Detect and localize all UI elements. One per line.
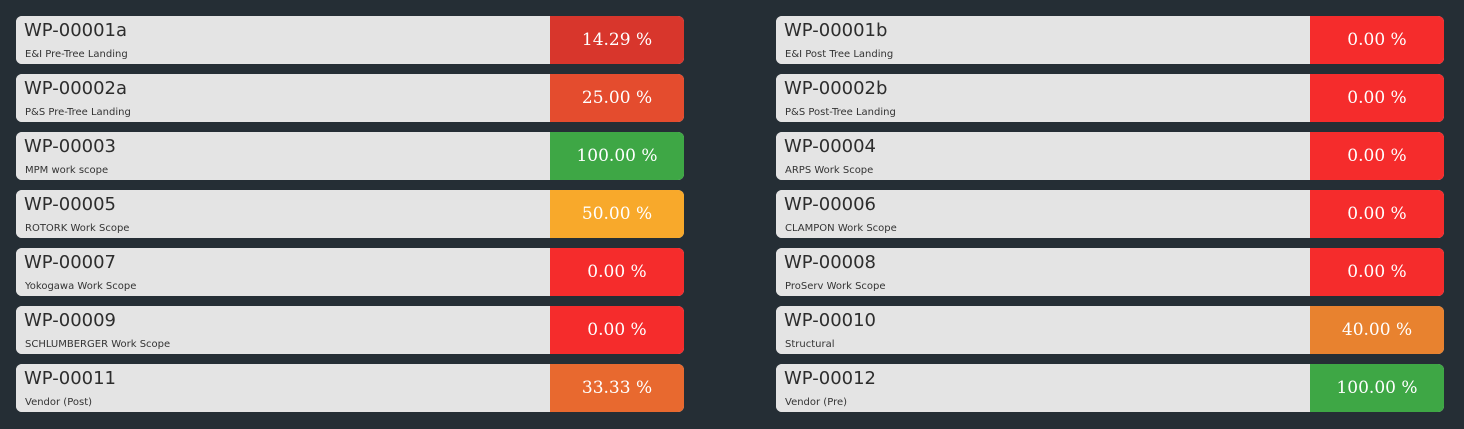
work-package-info: WP-00011 Vendor (Post) xyxy=(16,364,550,412)
work-package-code: WP-00010 xyxy=(784,310,877,331)
work-package-card[interactable]: WP-00002a P&S Pre-Tree Landing 25.00 % xyxy=(16,74,684,122)
work-package-card[interactable]: WP-00012 Vendor (Pre) 100.00 % xyxy=(776,364,1444,412)
left-column: WP-00001a E&I Pre-Tree Landing 14.29 % WP-0… xyxy=(16,16,684,412)
work-package-card[interactable]: WP-00001b E&I Post Tree Landing 0.00 % xyxy=(776,16,1444,64)
work-package-code: WP-00004 xyxy=(784,136,877,157)
work-package-description: ProServ Work Scope xyxy=(785,281,886,292)
work-package-description: E&I Post Tree Landing xyxy=(785,49,894,60)
work-package-code: WP-00005 xyxy=(24,194,117,215)
work-package-card[interactable]: WP-00003 MPM work scope 100.00 % xyxy=(16,132,684,180)
work-package-info: WP-00010 Structural xyxy=(776,306,1310,354)
work-package-card[interactable]: WP-00011 Vendor (Post) 33.33 % xyxy=(16,364,684,412)
work-package-info: WP-00012 Vendor (Pre) xyxy=(776,364,1310,412)
work-package-card[interactable]: WP-00004 ARPS Work Scope 0.00 % xyxy=(776,132,1444,180)
completion-percentage: 0.00 % xyxy=(1310,132,1444,180)
work-package-code: WP-00007 xyxy=(24,252,117,273)
work-package-code: WP-00006 xyxy=(784,194,877,215)
completion-percentage: 14.29 % xyxy=(550,16,684,64)
work-package-description: Yokogawa Work Scope xyxy=(25,281,137,292)
right-column: WP-00001b E&I Post Tree Landing 0.00 % WP-0… xyxy=(776,16,1444,412)
work-package-code: WP-00009 xyxy=(24,310,117,331)
work-package-code: WP-00011 xyxy=(24,368,117,389)
completion-percentage: 100.00 % xyxy=(1310,364,1444,412)
work-package-info: WP-00001a E&I Pre-Tree Landing xyxy=(16,16,550,64)
work-package-code: WP-00001b xyxy=(784,20,888,41)
work-package-card[interactable]: WP-00002b P&S Post-Tree Landing 0.00 % xyxy=(776,74,1444,122)
work-package-description: ROTORK Work Scope xyxy=(25,223,130,234)
work-package-code: WP-00001a xyxy=(24,20,128,41)
work-package-info: WP-00002b P&S Post-Tree Landing xyxy=(776,74,1310,122)
work-package-code: WP-00008 xyxy=(784,252,877,273)
work-package-code: WP-00002b xyxy=(784,78,888,99)
work-package-info: WP-00004 ARPS Work Scope xyxy=(776,132,1310,180)
work-package-code: WP-00003 xyxy=(24,136,117,157)
work-package-description: SCHLUMBERGER Work Scope xyxy=(25,339,171,350)
work-package-card[interactable]: WP-00005 ROTORK Work Scope 50.00 % xyxy=(16,190,684,238)
work-package-card[interactable]: WP-00007 Yokogawa Work Scope 0.00 % xyxy=(16,248,684,296)
completion-percentage: 40.00 % xyxy=(1310,306,1444,354)
work-package-info: WP-00001b E&I Post Tree Landing xyxy=(776,16,1310,64)
completion-percentage: 50.00 % xyxy=(550,190,684,238)
work-package-code: WP-00002a xyxy=(24,78,128,99)
work-package-info: WP-00007 Yokogawa Work Scope xyxy=(16,248,550,296)
completion-percentage: 0.00 % xyxy=(1310,190,1444,238)
work-package-description: ARPS Work Scope xyxy=(785,165,874,176)
work-package-code: WP-00012 xyxy=(784,368,877,389)
work-package-info: WP-00009 SCHLUMBERGER Work Scope xyxy=(16,306,550,354)
completion-percentage: 0.00 % xyxy=(550,248,684,296)
work-package-description: Structural xyxy=(785,339,835,350)
completion-percentage: 100.00 % xyxy=(550,132,684,180)
work-package-description: Vendor (Pre) xyxy=(785,397,848,408)
work-package-info: WP-00008 ProServ Work Scope xyxy=(776,248,1310,296)
completion-percentage: 0.00 % xyxy=(1310,74,1444,122)
work-package-description: E&I Pre-Tree Landing xyxy=(25,49,128,60)
work-package-card[interactable]: WP-00001a E&I Pre-Tree Landing 14.29 % xyxy=(16,16,684,64)
completion-percentage: 0.00 % xyxy=(550,306,684,354)
work-package-description: P&S Post-Tree Landing xyxy=(785,107,896,118)
completion-percentage: 25.00 % xyxy=(550,74,684,122)
work-package-description: Vendor (Post) xyxy=(25,397,93,408)
work-package-info: WP-00006 CLAMPON Work Scope xyxy=(776,190,1310,238)
completion-percentage: 0.00 % xyxy=(1310,248,1444,296)
completion-percentage: 33.33 % xyxy=(550,364,684,412)
work-package-card[interactable]: WP-00009 SCHLUMBERGER Work Scope 0.00 % xyxy=(16,306,684,354)
work-package-info: WP-00002a P&S Pre-Tree Landing xyxy=(16,74,550,122)
work-package-card[interactable]: WP-00006 CLAMPON Work Scope 0.00 % xyxy=(776,190,1444,238)
work-package-info: WP-00005 ROTORK Work Scope xyxy=(16,190,550,238)
work-package-description: MPM work scope xyxy=(25,165,109,176)
work-package-description: CLAMPON Work Scope xyxy=(785,223,897,234)
work-package-description: P&S Pre-Tree Landing xyxy=(25,107,131,118)
work-package-info: WP-00003 MPM work scope xyxy=(16,132,550,180)
work-package-card[interactable]: WP-00008 ProServ Work Scope 0.00 % xyxy=(776,248,1444,296)
work-package-card[interactable]: WP-00010 Structural 40.00 % xyxy=(776,306,1444,354)
completion-percentage: 0.00 % xyxy=(1310,16,1444,64)
